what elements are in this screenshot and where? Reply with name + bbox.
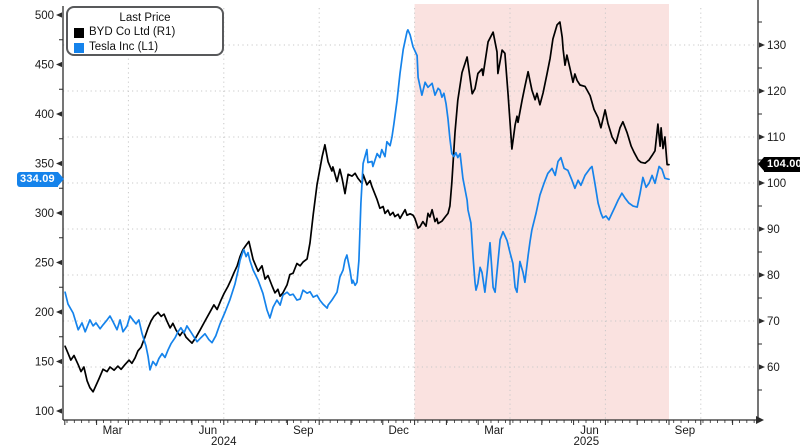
x-axis-month-label: Sep <box>675 425 695 437</box>
left-tick-arrow-icon <box>56 309 62 315</box>
tesla-series-line <box>64 29 670 371</box>
right-tick-arrow-icon <box>759 180 765 186</box>
byd-series-line <box>64 21 670 393</box>
x-axis-month-label: Dec <box>388 425 409 437</box>
x-axis-year-label: 2025 <box>574 436 600 446</box>
left-tick-arrow-icon <box>56 259 62 266</box>
right-axis-tick-label: 130 <box>767 40 786 52</box>
left-tick-arrow-icon <box>56 408 62 414</box>
left-axis-tick-label: 400 <box>35 109 54 121</box>
right-tick-arrow-icon <box>759 42 765 48</box>
left-axis-tick-label: 350 <box>35 159 54 171</box>
right-tick-arrow-icon <box>759 272 765 278</box>
right-tick-arrow-icon <box>759 364 765 370</box>
highlight-region <box>414 4 669 420</box>
x-axis-arrow-icon <box>756 416 764 424</box>
right-axis-tick-label: 120 <box>767 86 786 98</box>
right-tick-arrow-icon <box>759 88 765 94</box>
left-axis-tick-label: 450 <box>35 60 54 72</box>
left-axis-tick-label: 300 <box>35 208 54 220</box>
legend-title: Last Price <box>119 12 171 24</box>
left-axis-tick-label: 200 <box>35 307 54 319</box>
right-tick-arrow-icon <box>759 318 765 324</box>
chart-legend[interactable]: Last Price BYD Co Ltd (R1) Tesla Inc (L1… <box>66 6 224 56</box>
left-axis-tick-label: 150 <box>35 357 54 369</box>
legend-item-byd[interactable]: BYD Co Ltd (R1) <box>74 25 216 40</box>
left-axis-tick-label: 250 <box>35 258 54 270</box>
right-axis-tick-label: 100 <box>767 178 786 190</box>
legend-label-tesla: Tesla Inc (L1) <box>89 41 159 53</box>
left-tick-arrow-icon <box>56 358 62 365</box>
x-axis-month-label: Jun <box>580 425 599 437</box>
x-axis-month-label: Mar <box>103 425 123 437</box>
x-axis-month-label: Jun <box>199 425 218 437</box>
byd-last-price-value: 104.00 <box>764 157 800 173</box>
right-tick-arrow-icon <box>759 134 765 140</box>
byd-swatch-icon <box>74 27 84 38</box>
tesla-swatch-icon <box>74 42 84 53</box>
right-axis-tick-label: 70 <box>767 316 780 328</box>
right-axis-tick-label: 80 <box>767 270 780 282</box>
right-axis-tick-label: 90 <box>767 224 780 236</box>
right-tick-arrow-icon <box>759 226 765 232</box>
badge-left-arrow-icon <box>758 157 764 172</box>
left-tick-arrow-icon <box>56 12 62 18</box>
x-axis-year-label: 2024 <box>211 436 237 446</box>
tesla-last-price-value: 334.09 <box>17 171 58 187</box>
byd-last-price-badge: 104.00 <box>758 157 800 173</box>
left-axis-tick-label: 100 <box>35 406 54 418</box>
right-axis-tick-label: 60 <box>767 362 780 374</box>
x-axis-month-label: Sep <box>293 425 313 437</box>
legend-item-tesla[interactable]: Tesla Inc (L1) <box>74 40 216 55</box>
legend-label-byd: BYD Co Ltd (R1) <box>89 26 176 38</box>
left-tick-arrow-icon <box>56 111 62 117</box>
badge-right-arrow-icon <box>57 171 64 186</box>
left-tick-arrow-icon <box>56 160 62 167</box>
right-axis-tick-label: 110 <box>767 132 785 144</box>
x-axis-month-label: Mar <box>484 425 504 437</box>
left-tick-arrow-icon <box>56 61 62 68</box>
left-axis-tick-label: 500 <box>35 10 54 22</box>
left-tick-arrow-icon <box>56 210 62 216</box>
tesla-last-price-badge: 334.09 <box>17 171 64 187</box>
